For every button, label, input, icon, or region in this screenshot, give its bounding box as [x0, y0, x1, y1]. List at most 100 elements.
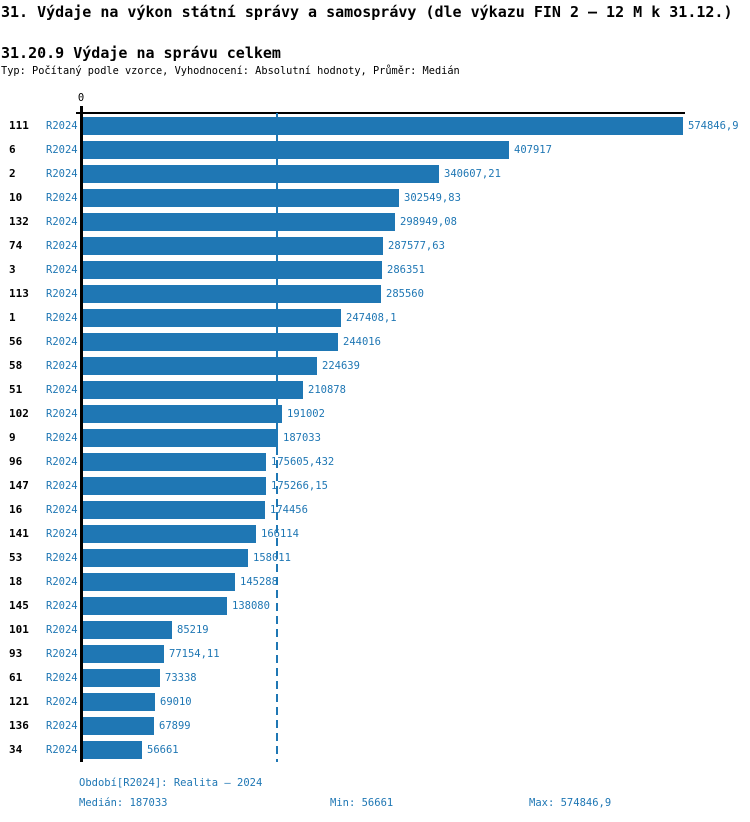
row-period-label: R2024: [46, 528, 78, 540]
row-period-label: R2024: [46, 168, 78, 180]
bar: [83, 693, 155, 711]
bar-value-label: 175266,15: [271, 480, 328, 492]
bar: [83, 165, 439, 183]
row-period-label: R2024: [46, 312, 78, 324]
bar: [83, 597, 227, 615]
row-number-label: 34: [9, 743, 23, 756]
bar-value-label: 191002: [287, 408, 325, 420]
bar-value-label: 187033: [283, 432, 321, 444]
bar-value-label: 158011: [253, 552, 291, 564]
bar-row: 145 R2024 138080: [0, 594, 750, 618]
bar-row: 132 R2024 298949,08: [0, 210, 750, 234]
bar: [83, 357, 317, 375]
bar-row: 58 R2024 224639: [0, 354, 750, 378]
bar-row: 136 R2024 67899: [0, 714, 750, 738]
bar-row: 101 R2024 85219: [0, 618, 750, 642]
median-line-dashed: [276, 447, 278, 762]
bar-row: 16 R2024 174456: [0, 498, 750, 522]
bar-value-label: 138080: [232, 600, 270, 612]
bar: [83, 453, 266, 471]
row-period-label: R2024: [46, 672, 78, 684]
bar: [83, 669, 160, 687]
row-period-label: R2024: [46, 480, 78, 492]
bar: [83, 141, 509, 159]
row-period-label: R2024: [46, 648, 78, 660]
bar-row: 51 R2024 210878: [0, 378, 750, 402]
row-number-label: 93: [9, 647, 23, 660]
bar-value-label: 175605,432: [271, 456, 335, 468]
bar: [83, 525, 256, 543]
bar: [83, 477, 266, 495]
bar-row: 2 R2024 340607,21: [0, 162, 750, 186]
bar-value-label: 73338: [165, 672, 197, 684]
row-number-label: 56: [9, 335, 23, 348]
row-number-label: 16: [9, 503, 23, 516]
row-number-label: 9: [9, 431, 16, 444]
row-period-label: R2024: [46, 504, 78, 516]
row-number-label: 141: [9, 527, 29, 540]
bar-row: 18 R2024 145288: [0, 570, 750, 594]
bar-row: 1 R2024 247408,1: [0, 306, 750, 330]
row-period-label: R2024: [46, 120, 78, 132]
bar-value-label: 287577,63: [388, 240, 445, 252]
row-period-label: R2024: [46, 720, 78, 732]
bar-row: 93 R2024 77154,11: [0, 642, 750, 666]
row-number-label: 101: [9, 623, 29, 636]
bar: [83, 213, 395, 231]
row-number-label: 102: [9, 407, 29, 420]
row-period-label: R2024: [46, 576, 78, 588]
bar: [83, 717, 154, 735]
bar: [83, 309, 341, 327]
row-number-label: 58: [9, 359, 23, 372]
bar-row: 53 R2024 158011: [0, 546, 750, 570]
bar-value-label: 298949,08: [400, 216, 457, 228]
bar-value-label: 69010: [160, 696, 192, 708]
chart-meta-line: Typ: Počítaný podle vzorce, Vyhodnocení:…: [1, 65, 460, 77]
bar-value-label: 574846,9: [688, 120, 739, 132]
bar-row: 56 R2024 244016: [0, 330, 750, 354]
row-number-label: 6: [9, 143, 16, 156]
bar-value-label: 302549,83: [404, 192, 461, 204]
row-number-label: 147: [9, 479, 29, 492]
row-number-label: 136: [9, 719, 29, 732]
row-period-label: R2024: [46, 432, 78, 444]
bar-row: 141 R2024 166114: [0, 522, 750, 546]
bar-value-label: 166114: [261, 528, 299, 540]
bar-row: 121 R2024 69010: [0, 690, 750, 714]
row-period-label: R2024: [46, 600, 78, 612]
bar-row: 113 R2024 285560: [0, 282, 750, 306]
row-period-label: R2024: [46, 624, 78, 636]
bar-value-label: 247408,1: [346, 312, 397, 324]
bar: [83, 117, 683, 135]
bar-value-label: 340607,21: [444, 168, 501, 180]
bar-row: 61 R2024 73338: [0, 666, 750, 690]
bar-chart-area: 111 R2024 574846,9 6 R2024 407917 2 R2024 340607…: [0, 114, 750, 764]
bar-value-label: 85219: [177, 624, 209, 636]
bar-row: 102 R2024 191002: [0, 402, 750, 426]
bar-row: 6 R2024 407917: [0, 138, 750, 162]
y-axis-line: [80, 106, 83, 762]
page-title: 31. Výdaje na výkon státní správy a samo…: [1, 3, 733, 21]
bar-value-label: 244016: [343, 336, 381, 348]
row-period-label: R2024: [46, 384, 78, 396]
row-period-label: R2024: [46, 192, 78, 204]
bar-value-label: 286351: [387, 264, 425, 276]
bar: [83, 381, 303, 399]
bar: [83, 261, 382, 279]
bar-value-label: 285560: [386, 288, 424, 300]
row-number-label: 61: [9, 671, 23, 684]
row-number-label: 53: [9, 551, 23, 564]
row-number-label: 96: [9, 455, 23, 468]
bar-row: 74 R2024 287577,63: [0, 234, 750, 258]
row-period-label: R2024: [46, 336, 78, 348]
row-period-label: R2024: [46, 264, 78, 276]
row-period-label: R2024: [46, 216, 78, 228]
x-axis-top-line: [76, 112, 685, 114]
bar: [83, 645, 164, 663]
bar-row: 96 R2024 175605,432: [0, 450, 750, 474]
bar: [83, 501, 265, 519]
footer-median: Medián: 187033: [79, 797, 168, 809]
footer-period: Období[R2024]: Realita – 2024: [79, 777, 263, 789]
bar-value-label: 77154,11: [169, 648, 220, 660]
